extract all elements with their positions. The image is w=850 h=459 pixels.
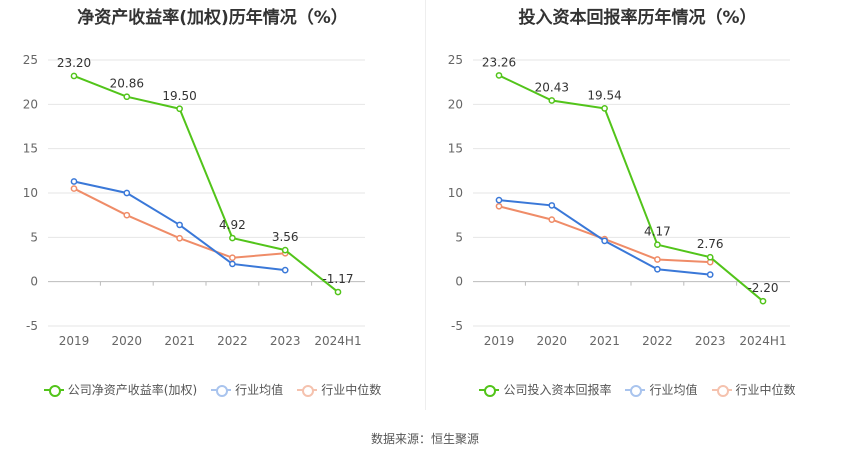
legend-marker-blue <box>211 384 232 397</box>
data-point <box>548 202 556 209</box>
y-tick-label: 10 <box>23 186 38 200</box>
roe-chart-panel: 净资产收益率(加权)历年情况（%） -5 0 5 10 15 20 25 2019 2020 20… <box>0 0 425 410</box>
legend-item-industry-median[interactable]: 行业中位数 <box>711 381 796 398</box>
data-label: 23.26 <box>482 55 516 69</box>
y-tick-label: 5 <box>455 230 463 244</box>
roic-chart-legend: 公司投入资本回报率 行业均值 行业中位数 <box>425 381 850 398</box>
data-point <box>495 72 503 79</box>
data-label: 4.92 <box>219 218 246 232</box>
legend-label: 行业中位数 <box>321 383 382 397</box>
legend-label: 行业中位数 <box>735 383 796 397</box>
legend-marker-green <box>479 384 500 397</box>
data-label: 19.54 <box>587 88 621 102</box>
y-tick-label: 15 <box>448 142 463 156</box>
roe-chart-legend: 公司净资产收益率(加权) 行业均值 行业中位数 <box>0 381 425 398</box>
data-point <box>495 196 503 204</box>
data-point <box>176 221 183 229</box>
data-point <box>123 189 131 197</box>
data-point <box>176 105 183 113</box>
y-tick-label: 10 <box>448 186 463 200</box>
data-point <box>654 241 661 249</box>
x-tick-label: 2019 <box>484 334 515 348</box>
data-point <box>495 202 503 210</box>
data-point <box>70 178 78 185</box>
data-label: -2.20 <box>747 281 778 295</box>
y-tick-label: 0 <box>455 275 463 289</box>
data-label: 19.50 <box>162 89 196 103</box>
legend-item-industry-median[interactable]: 行业中位数 <box>297 381 381 398</box>
series-line <box>73 75 339 293</box>
roic-chart-title: 投入资本回报率历年情况（%） <box>518 8 757 28</box>
x-tick-label: 2023 <box>695 334 726 348</box>
y-tick-label: 0 <box>30 275 38 289</box>
data-label: 20.86 <box>110 77 144 91</box>
data-point <box>759 297 767 305</box>
y-tick-label: 25 <box>448 53 463 67</box>
x-tick-label: 2020 <box>537 334 568 348</box>
data-point <box>229 254 236 262</box>
data-point <box>548 97 556 104</box>
data-label: -1.17 <box>322 272 353 286</box>
x-tick-label: 2021 <box>589 334 620 348</box>
x-tick-label: 2021 <box>164 334 195 348</box>
y-tick-label: -5 <box>26 319 38 333</box>
legend-item-company-roic[interactable]: 公司投入资本回报率 <box>479 381 611 398</box>
y-tick-label: 20 <box>23 97 38 111</box>
data-point <box>654 265 661 273</box>
y-tick-label: 20 <box>448 97 463 111</box>
roic-chart-panel: 投入资本回报率历年情况（%） -5 0 5 10 15 20 25 2019 2020 2021 2… <box>425 0 850 410</box>
data-label: 3.56 <box>272 230 299 244</box>
roe-chart-title: 净资产收益率(加权)历年情况（%） <box>77 8 348 28</box>
legend-marker-blue <box>625 384 646 397</box>
data-label: 2.76 <box>697 237 724 251</box>
series-line <box>498 205 711 264</box>
roe-chart-plot: -5 0 5 10 15 20 25 2019 2020 2021 2022 2023 2024H1 23… <box>23 53 365 348</box>
data-point <box>70 72 78 80</box>
data-point <box>601 105 608 112</box>
data-label: 4.17 <box>644 225 671 239</box>
legend-label: 行业均值 <box>649 383 698 397</box>
y-tick-label: 15 <box>23 142 38 156</box>
y-tick-label: 5 <box>30 230 38 244</box>
x-tick-label: 2022 <box>217 334 248 348</box>
data-point <box>706 253 714 261</box>
data-source-note: 数据来源：恒生聚源 <box>370 432 479 446</box>
data-label: 20.43 <box>535 81 569 95</box>
x-tick-label: 2019 <box>59 334 90 348</box>
data-point <box>123 211 131 219</box>
x-tick-label: 2023 <box>270 334 301 348</box>
x-tick-label: 2024H1 <box>739 334 786 348</box>
data-point <box>281 266 289 274</box>
legend-label: 公司投入资本回报率 <box>503 383 612 397</box>
data-point <box>654 256 661 263</box>
data-label: 23.20 <box>57 56 91 70</box>
x-tick-label: 2022 <box>642 334 673 348</box>
data-point <box>70 185 78 192</box>
legend-marker-orange <box>297 384 318 397</box>
legend-marker-green <box>43 384 64 397</box>
series-line <box>498 74 764 302</box>
data-point <box>548 216 556 223</box>
data-point <box>706 271 714 278</box>
data-point <box>176 234 183 242</box>
x-tick-label: 2024H1 <box>314 334 361 348</box>
data-point <box>123 93 131 101</box>
legend-item-industry-mean[interactable]: 行业均值 <box>211 381 283 398</box>
legend-item-company-roe[interactable]: 公司净资产收益率(加权) <box>43 381 198 398</box>
legend-label: 行业均值 <box>235 383 284 397</box>
panel-divider <box>425 0 426 410</box>
legend-marker-orange <box>711 384 732 397</box>
legend-item-industry-mean[interactable]: 行业均值 <box>625 381 698 398</box>
data-point <box>601 237 608 245</box>
x-tick-label: 2020 <box>112 334 143 348</box>
data-point <box>229 260 236 268</box>
legend-label: 公司净资产收益率(加权) <box>67 383 198 397</box>
roic-chart-plot: -5 0 5 10 15 20 25 2019 2020 2021 2022 2023 2024H1 23… <box>448 53 790 348</box>
data-point <box>229 234 236 242</box>
y-tick-label: -5 <box>451 319 463 333</box>
data-point <box>281 246 289 254</box>
y-tick-label: 25 <box>23 53 38 67</box>
data-point <box>334 288 342 296</box>
